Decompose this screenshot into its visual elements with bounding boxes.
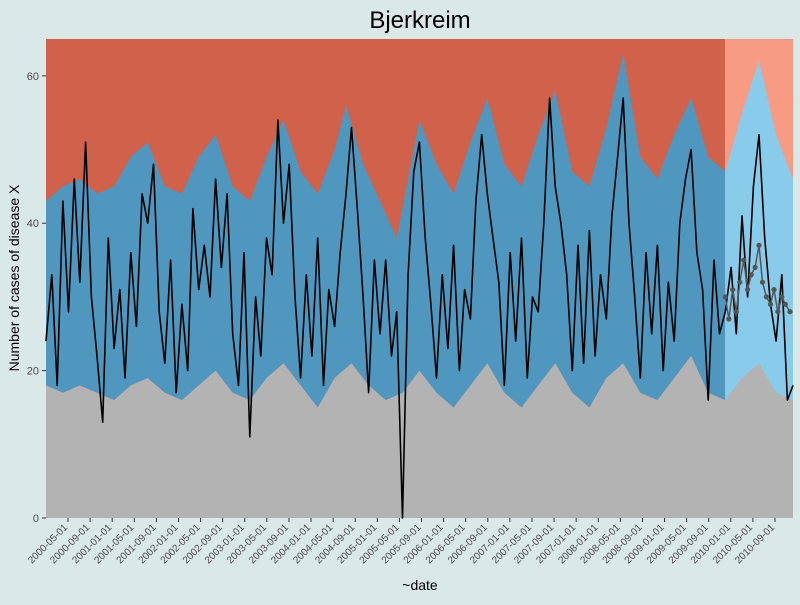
prediction-band-forecast [725, 61, 793, 401]
forecast-point [763, 294, 770, 300]
y-tick-label: 60 [27, 71, 39, 83]
y-tick-label: 0 [33, 513, 39, 525]
forecast-point [779, 294, 785, 300]
forecast-point [782, 301, 789, 307]
below-band-area [46, 355, 793, 518]
forecast-point [745, 287, 751, 293]
y-tick-label: 40 [27, 218, 39, 230]
forecast-point [787, 309, 793, 315]
forecast-point [775, 309, 781, 315]
forecast-point [752, 264, 758, 270]
forecast-point [756, 242, 762, 248]
forecast-point [759, 279, 766, 285]
y-axis-label: Number of cases of disease X [6, 184, 22, 371]
forecast-point [737, 279, 743, 285]
prediction-band-historical [46, 53, 726, 408]
forecast-point [733, 309, 739, 315]
forecast-point [771, 287, 777, 293]
forecast-point [726, 316, 732, 322]
y-tick-label: 20 [27, 366, 39, 378]
x-axis-label: ~date [402, 577, 438, 593]
observed-cases-line [45, 97, 794, 519]
chart-title: Bjerkreim [369, 7, 470, 34]
forecast-point [767, 301, 774, 307]
forecast-point [741, 257, 747, 263]
forecast-point [722, 294, 728, 300]
forecast-point [748, 272, 754, 278]
forecast-point [730, 287, 736, 293]
